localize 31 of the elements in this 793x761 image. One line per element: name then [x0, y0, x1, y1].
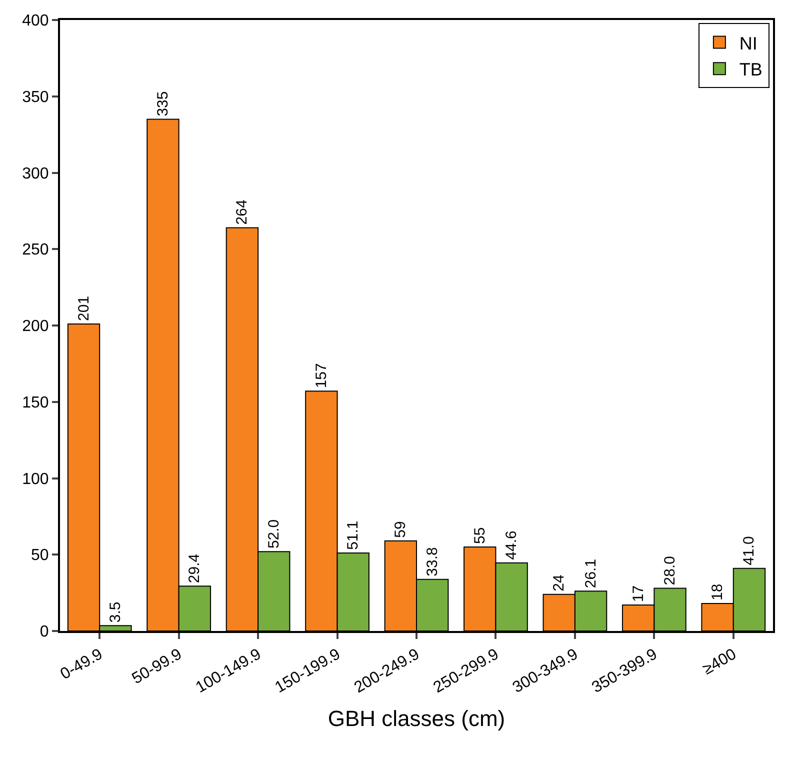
y-tick-label: 250 [22, 242, 49, 259]
y-tick-label: 400 [22, 12, 49, 30]
data-label: 59 [392, 521, 410, 538]
y-tick-label: 200 [22, 318, 49, 336]
data-label: 55 [471, 527, 488, 544]
y-tick-label: 150 [22, 394, 49, 412]
data-label: 29.4 [186, 554, 204, 584]
data-label: 51.1 [344, 520, 362, 550]
data-label: 24 [550, 574, 568, 592]
y-tick-label: 300 [22, 165, 49, 182]
legend-label: NI [739, 33, 758, 54]
x-axis-title: GBH classes (cm) [328, 706, 506, 732]
data-label: 28.0 [662, 556, 679, 586]
data-label: 18 [709, 584, 726, 601]
data-label: 264 [234, 200, 251, 225]
data-label: 157 [312, 363, 330, 388]
data-label: 26.1 [582, 558, 600, 588]
x-tick-label: ≥400 [700, 646, 740, 678]
legend-label: TB [739, 60, 762, 80]
data-label: 3.5 [106, 602, 124, 623]
data-label: 52.0 [265, 519, 282, 549]
y-tick-label: 0 [40, 624, 49, 641]
data-label: 335 [154, 91, 172, 116]
data-label: 33.8 [424, 547, 441, 576]
y-tick-label: 350 [22, 88, 49, 106]
data-label: 41.0 [740, 536, 758, 566]
y-tick-label: 100 [22, 470, 49, 488]
y-tick-label: 50 [31, 547, 49, 564]
data-label: 44.6 [503, 530, 520, 560]
data-label: 201 [75, 296, 92, 321]
data-label: 17 [630, 585, 647, 602]
